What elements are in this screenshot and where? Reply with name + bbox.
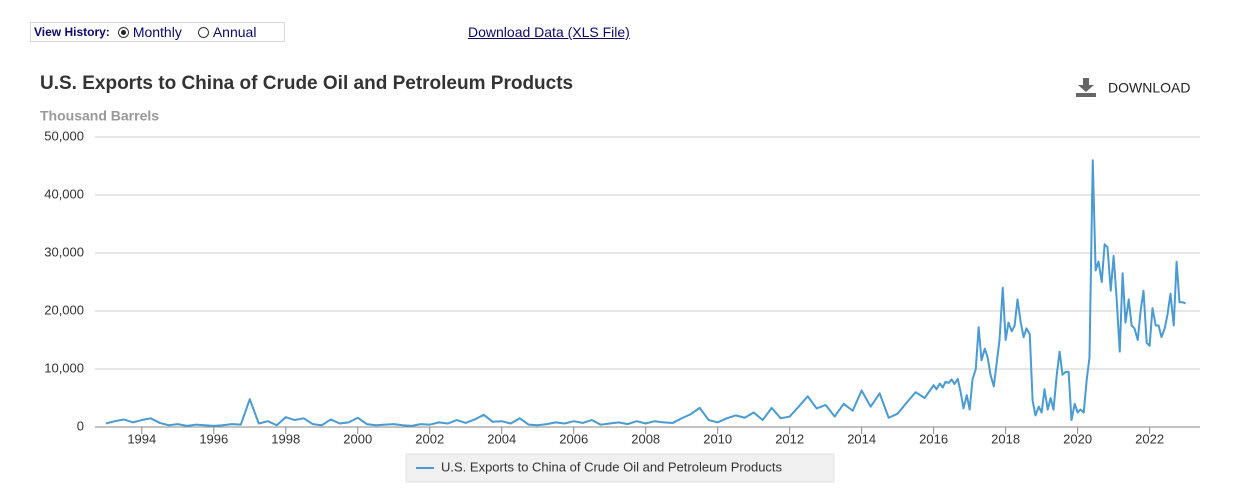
y-tick-label: 50,000 bbox=[44, 128, 84, 143]
download-icon-base[interactable] bbox=[1076, 93, 1096, 97]
y-tick-label: 0 bbox=[77, 418, 84, 433]
x-tick-label: 2018 bbox=[991, 431, 1020, 446]
radio-dot[interactable] bbox=[117, 26, 129, 38]
download-button[interactable]: DOWNLOAD bbox=[1076, 78, 1190, 97]
x-tick-label: 2002 bbox=[415, 431, 444, 446]
radio-monthly[interactable]: Monthly bbox=[117, 24, 182, 40]
x-tick-label: 2012 bbox=[775, 431, 804, 446]
download-icon-arrow[interactable] bbox=[1078, 78, 1094, 92]
x-tick-label: 2010 bbox=[703, 431, 732, 446]
x-tick-label: 1994 bbox=[127, 431, 156, 446]
y-axis-unit: Thousand Barrels bbox=[40, 108, 159, 124]
y-tick-label: 40,000 bbox=[44, 186, 84, 201]
x-tick-label: 2006 bbox=[559, 431, 588, 446]
x-tick-label: 2016 bbox=[919, 431, 948, 446]
y-tick-label: 30,000 bbox=[44, 244, 84, 259]
x-tick-label: 1996 bbox=[199, 431, 228, 446]
x-tick-label: 2022 bbox=[1135, 431, 1164, 446]
legend-box bbox=[405, 453, 835, 483]
x-tick-label: 2020 bbox=[1063, 431, 1092, 446]
legend-label: U.S. Exports to China of Crude Oil and P… bbox=[441, 459, 783, 474]
legend: U.S. Exports to China of Crude Oil and P… bbox=[405, 453, 835, 483]
radio-label: Annual bbox=[212, 24, 257, 40]
y-tick-label: 10,000 bbox=[44, 360, 84, 375]
radio-label: Monthly bbox=[132, 24, 182, 40]
data-line bbox=[105, 159, 1186, 427]
view-history-controls: View History: Monthly Annual bbox=[30, 22, 285, 42]
x-tick-label: 2008 bbox=[631, 431, 660, 446]
view-history-label: View History: bbox=[34, 25, 110, 39]
x-tick-label: 2000 bbox=[343, 431, 372, 446]
radio-dot[interactable] bbox=[197, 26, 209, 38]
download-data-link[interactable]: Download Data (XLS File) bbox=[468, 24, 630, 40]
radio-annual[interactable]: Annual bbox=[197, 24, 257, 40]
x-tick-label: 1998 bbox=[271, 431, 300, 446]
x-tick-label: 2004 bbox=[487, 431, 516, 446]
x-tick-label: 2014 bbox=[847, 431, 876, 446]
y-tick-label: 20,000 bbox=[44, 302, 84, 317]
chart-title: U.S. Exports to China of Crude Oil and P… bbox=[40, 73, 573, 94]
download-button-label[interactable]: DOWNLOAD bbox=[1108, 80, 1190, 96]
